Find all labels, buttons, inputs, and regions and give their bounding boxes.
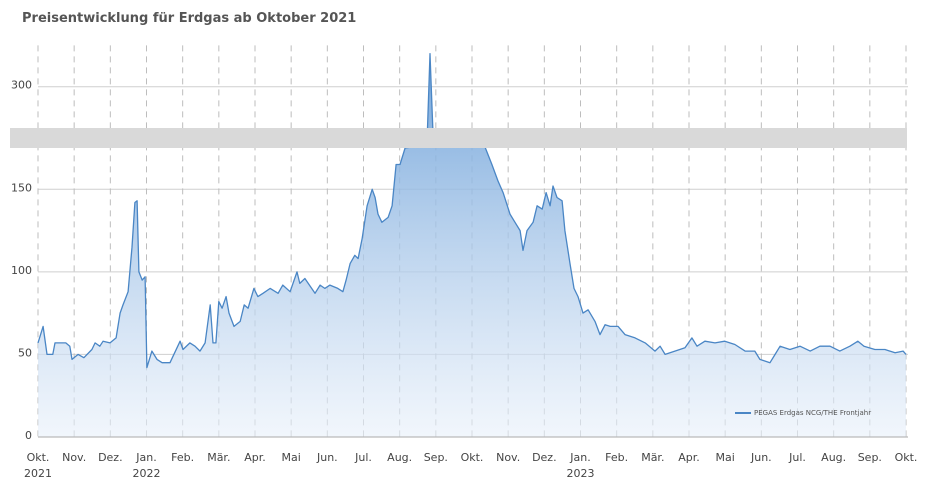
area-fill: [38, 53, 906, 437]
series-line: [37, 53, 907, 369]
x-tick-label: Okt.: [27, 451, 50, 464]
x-tick-label: Mär.: [641, 451, 664, 464]
y-tick-label: 0: [25, 429, 32, 442]
x-tick-label: Feb.: [605, 451, 628, 464]
chart-title: Preisentwicklung für Erdgas ab Oktober 2…: [22, 11, 356, 26]
x-tick-label: Jul.: [354, 451, 372, 464]
x-tick-label: Jan.: [135, 451, 156, 464]
x-tick-label: Okt.: [895, 451, 918, 464]
legend-label: PEGAS Erdgas NCG/THE Frontjahr: [754, 409, 871, 417]
x-tick-label: Mär.: [207, 451, 230, 464]
x-tick-label: Jun.: [316, 451, 338, 464]
x-tick-label: Jun.: [750, 451, 772, 464]
x-year-label: 2021: [24, 467, 52, 480]
x-tick-label: Apr.: [678, 451, 700, 464]
x-tick-label: Sep.: [424, 451, 448, 464]
x-year-label: 2022: [133, 467, 161, 480]
x-tick-label: Nov.: [62, 451, 86, 464]
x-tick-label: Aug.: [821, 451, 846, 464]
x-tick-label: Dez.: [98, 451, 123, 464]
x-tick-label: Dez.: [532, 451, 557, 464]
x-tick-label: Okt.: [461, 451, 484, 464]
x-tick-label: Apr.: [244, 451, 266, 464]
axis-break: [10, 128, 907, 148]
x-tick-label: Jul.: [788, 451, 806, 464]
x-tick-label: Sep.: [858, 451, 882, 464]
y-tick-label: 150: [11, 181, 32, 194]
y-tick-label: 100: [11, 264, 32, 277]
y-tick-label: 300: [11, 79, 32, 92]
x-tick-label: Mai: [282, 451, 301, 464]
x-tick-label: Jan.: [569, 451, 590, 464]
x-year-label: 2023: [567, 467, 595, 480]
y-tick-label: 50: [18, 346, 32, 359]
x-tick-label: Aug.: [387, 451, 412, 464]
x-tick-label: Nov.: [496, 451, 520, 464]
x-tick-label: Mai: [716, 451, 735, 464]
x-tick-label: Feb.: [171, 451, 194, 464]
